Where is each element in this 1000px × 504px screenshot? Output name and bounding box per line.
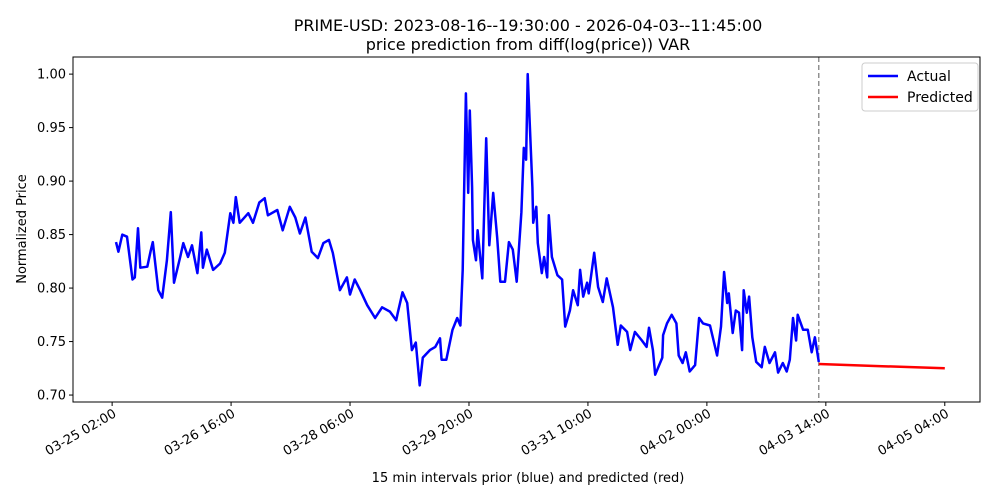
x-axis: 03-25 02:00 03-26 16:00 03-28 06:00 03-29 2…: [43, 402, 952, 459]
x-axis-label: 15 min intervals prior (blue) and predic…: [372, 471, 685, 486]
legend: Actual Predicted: [861, 62, 979, 112]
series-line-actual: [114, 72, 821, 387]
x-tick-label: 03-25 02:00: [43, 406, 119, 459]
y-tick-label: 0.80: [37, 282, 66, 297]
chart-title: PRIME-USD: 2023-08-16--19:30:00 - 2026-0…: [294, 16, 763, 35]
y-tick-label: 0.90: [37, 175, 66, 190]
x-tick-label: 03-28 06:00: [281, 406, 357, 459]
x-tick-label: 04-02 00:00: [638, 406, 714, 459]
y-axis-label: Normalized Price: [15, 174, 30, 284]
x-tick-label: 04-05 04:00: [876, 406, 952, 459]
chart-subtitle: price prediction from diff(log(price)) V…: [366, 35, 690, 54]
y-tick-label: 0.70: [37, 389, 66, 404]
x-tick-label: 04-03 14:00: [757, 406, 833, 459]
x-tick-label: 03-31 10:00: [519, 406, 595, 459]
legend-label-predicted: Predicted: [907, 90, 973, 106]
axes-frame: [72, 56, 981, 403]
plot-area: [114, 57, 945, 402]
y-tick-label: 0.85: [37, 228, 66, 243]
x-tick-label: 03-29 20:00: [400, 406, 476, 459]
x-tick-label: 03-26 16:00: [162, 406, 238, 459]
series-line-predicted: [818, 362, 945, 370]
legend-label-actual: Actual: [907, 69, 951, 85]
y-tick-label: 0.95: [37, 121, 66, 136]
y-axis: 0.70 0.75 0.80 0.85 0.90 0.95 1.00: [37, 68, 73, 404]
y-tick-label: 1.00: [37, 68, 66, 83]
y-tick-label: 0.75: [37, 335, 66, 350]
